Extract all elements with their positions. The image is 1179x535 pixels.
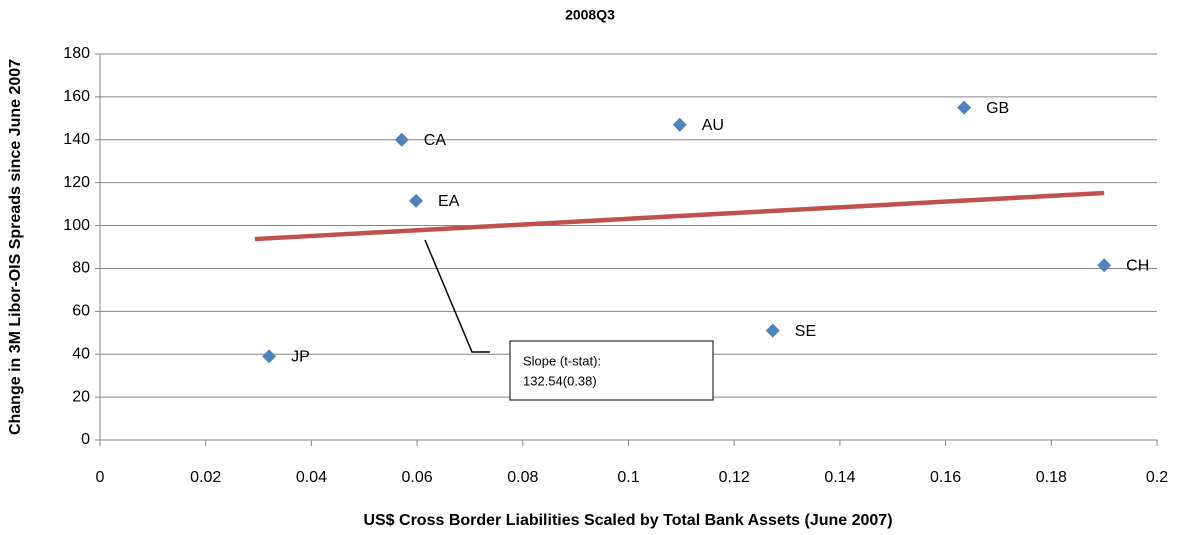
point — [765, 323, 780, 338]
y-tick-label: 100 — [63, 217, 90, 234]
x-tick-label: 0.16 — [930, 469, 961, 486]
x-tick-label: 0.18 — [1036, 469, 1067, 486]
y-tick-label: 40 — [72, 345, 90, 362]
point-label: JP — [291, 349, 310, 366]
y-tick-label: 0 — [81, 431, 90, 448]
x-tick-label: 0 — [96, 469, 105, 486]
point-label: GB — [986, 100, 1009, 117]
point-label: SE — [795, 323, 816, 340]
point-label: CH — [1126, 257, 1149, 274]
annotation-text: Slope (t-stat): — [523, 353, 601, 368]
point-label: AU — [702, 117, 724, 134]
x-tick-label: 0.02 — [190, 469, 221, 486]
point — [394, 132, 409, 147]
x-tick-label: 0.06 — [402, 469, 433, 486]
y-tick-label: 60 — [72, 303, 90, 320]
y-tick-label: 120 — [63, 174, 90, 191]
annotation-box — [509, 340, 714, 401]
point — [957, 100, 972, 115]
y-tick-label: 140 — [63, 131, 90, 148]
x-tick-label: 0.12 — [719, 469, 750, 486]
y-tick-label: 20 — [72, 388, 90, 405]
trendline — [254, 190, 1105, 242]
y-tick-label: 80 — [72, 260, 90, 277]
chart-title: 2008Q3 — [565, 7, 615, 23]
x-tick-label: 0.04 — [296, 469, 327, 486]
x-axis-label: US$ Cross Border Liabilities Scaled by T… — [363, 512, 892, 529]
x-tick-label: 0.14 — [824, 469, 855, 486]
point — [409, 193, 424, 208]
annotation-text: 132.54(0.38) — [523, 373, 597, 388]
x-tick-label: 0.2 — [1146, 469, 1168, 486]
y-tick-label: 160 — [63, 88, 90, 105]
x-tick-label: 0.1 — [617, 469, 639, 486]
y-tick-label: 180 — [63, 45, 90, 62]
point — [262, 349, 277, 364]
callout-line — [424, 239, 490, 353]
point-label: EA — [438, 193, 460, 210]
point-label: CA — [424, 132, 447, 149]
point — [672, 117, 687, 132]
point — [1097, 258, 1112, 273]
x-tick-label: 0.08 — [507, 469, 538, 486]
y-axis-label: Change in 3M Libor-OIS Spreads since Jun… — [7, 59, 24, 435]
